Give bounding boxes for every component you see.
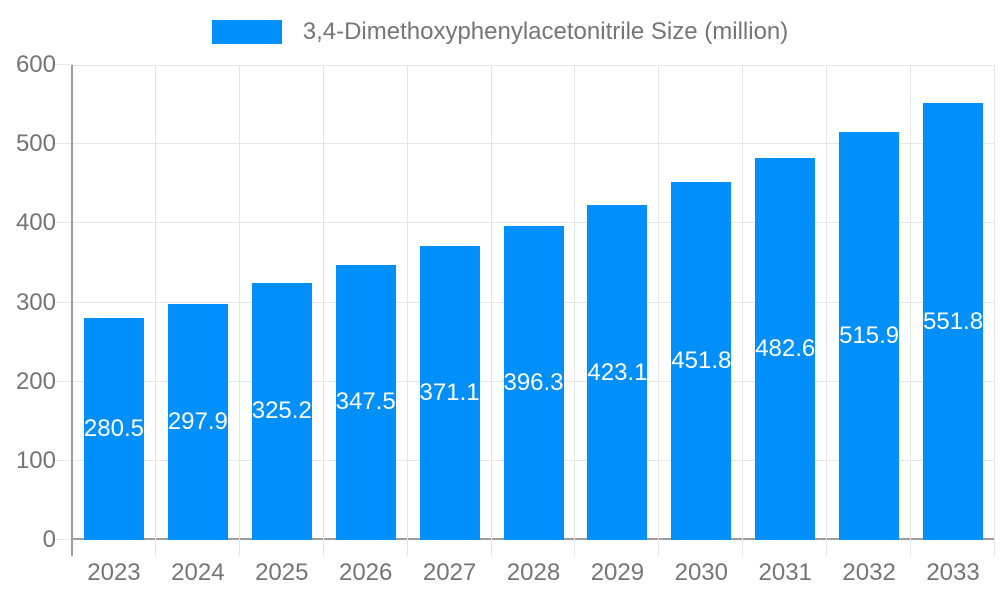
x-axis-label-2026: 2026 bbox=[338, 559, 393, 586]
y-axis-label: 0 bbox=[42, 526, 56, 553]
chart-legend: 3,4-Dimethoxyphenylacetonitrile Size (mi… bbox=[0, 18, 1000, 46]
v-gridline bbox=[239, 65, 240, 540]
legend-label: 3,4-Dimethoxyphenylacetonitrile Size (mi… bbox=[302, 18, 789, 45]
bar-2027[interactable]: 371.1 bbox=[420, 246, 480, 540]
v-gridline bbox=[574, 65, 575, 540]
x-axis-tick bbox=[491, 540, 492, 556]
legend-swatch-icon bbox=[211, 20, 282, 44]
x-axis-tick bbox=[239, 540, 240, 556]
y-axis-label: 600 bbox=[15, 51, 56, 78]
y-axis-label: 400 bbox=[15, 209, 56, 237]
bar-value-label: 347.5 bbox=[335, 388, 396, 416]
y-axis-tick bbox=[52, 64, 72, 65]
v-gridline bbox=[910, 65, 911, 540]
bar-value-label: 396.3 bbox=[503, 369, 564, 397]
x-axis-tick bbox=[658, 540, 659, 556]
bar-value-label: 551.8 bbox=[923, 307, 984, 335]
bar-2024[interactable]: 297.9 bbox=[168, 304, 228, 540]
y-axis-label: 100 bbox=[15, 446, 56, 474]
y-axis-tick bbox=[52, 539, 72, 540]
x-axis-label-2027: 2027 bbox=[422, 559, 477, 586]
v-gridline bbox=[658, 65, 659, 540]
bar-2025[interactable]: 325.2 bbox=[251, 282, 312, 540]
x-axis-label-2028: 2028 bbox=[506, 559, 561, 586]
y-axis-label: 200 bbox=[15, 367, 56, 395]
v-gridline bbox=[155, 65, 156, 540]
x-axis-tick bbox=[574, 540, 575, 556]
bar-2033[interactable]: 551.8 bbox=[923, 103, 983, 540]
y-axis-tick bbox=[52, 302, 72, 303]
bar-2023[interactable]: 280.5 bbox=[83, 317, 144, 540]
bar-2026[interactable]: 347.5 bbox=[335, 264, 396, 540]
bar-value-label: 423.1 bbox=[587, 358, 648, 386]
h-gridline bbox=[72, 222, 995, 223]
x-axis-tick bbox=[910, 540, 911, 556]
y-axis-tick bbox=[52, 143, 72, 144]
y-axis-tick bbox=[52, 460, 72, 461]
bar-2029[interactable]: 423.1 bbox=[587, 205, 647, 540]
plot-area: 0 100 200 300 400 500 600 280.5 2023 297.9 2024 325… bbox=[16, 53, 995, 585]
x-axis-label-2033: 2033 bbox=[926, 559, 980, 586]
x-axis-tick bbox=[407, 540, 408, 556]
bar-value-label: 325.2 bbox=[251, 397, 312, 425]
x-axis-label-2029: 2029 bbox=[590, 559, 645, 586]
legend-item[interactable]: 3,4-Dimethoxyphenylacetonitrile Size (mi… bbox=[211, 18, 789, 46]
v-gridline bbox=[323, 65, 324, 540]
x-axis-label-2030: 2030 bbox=[674, 559, 728, 586]
v-gridline bbox=[491, 65, 492, 540]
x-axis-tick bbox=[994, 540, 995, 556]
v-gridline bbox=[994, 65, 995, 540]
bar-2032[interactable]: 515.9 bbox=[839, 131, 900, 540]
x-axis-tick bbox=[742, 540, 743, 556]
bar-2028[interactable]: 396.3 bbox=[503, 226, 564, 540]
v-gridline bbox=[407, 65, 408, 540]
bar-2030[interactable]: 451.8 bbox=[671, 182, 731, 540]
x-axis-label-2032: 2032 bbox=[842, 559, 896, 586]
bar-2031[interactable]: 482.6 bbox=[755, 157, 816, 540]
h-gridline bbox=[72, 143, 995, 144]
y-axis-line bbox=[71, 65, 73, 556]
x-axis-tick bbox=[826, 540, 827, 556]
bar-value-label: 280.5 bbox=[83, 414, 144, 442]
h-gridline bbox=[72, 65, 995, 66]
y-axis-label: 300 bbox=[15, 288, 56, 316]
x-axis-tick bbox=[155, 540, 156, 556]
bar-value-label: 371.1 bbox=[419, 379, 480, 407]
v-gridline bbox=[826, 65, 827, 540]
bar-value-label: 515.9 bbox=[839, 321, 900, 349]
bar-value-label: 451.8 bbox=[671, 347, 732, 375]
x-axis-tick bbox=[323, 540, 324, 556]
y-axis-tick bbox=[52, 381, 72, 382]
x-axis-label-2023: 2023 bbox=[87, 559, 141, 586]
v-gridline bbox=[742, 65, 743, 540]
y-axis-tick bbox=[52, 222, 72, 223]
x-axis-label-2024: 2024 bbox=[171, 559, 225, 586]
x-axis-label-2025: 2025 bbox=[255, 559, 309, 586]
bar-value-label: 482.6 bbox=[755, 334, 816, 362]
x-axis-label-2031: 2031 bbox=[758, 559, 812, 586]
bar-value-label: 297.9 bbox=[167, 408, 228, 436]
y-axis-label: 500 bbox=[15, 130, 56, 158]
